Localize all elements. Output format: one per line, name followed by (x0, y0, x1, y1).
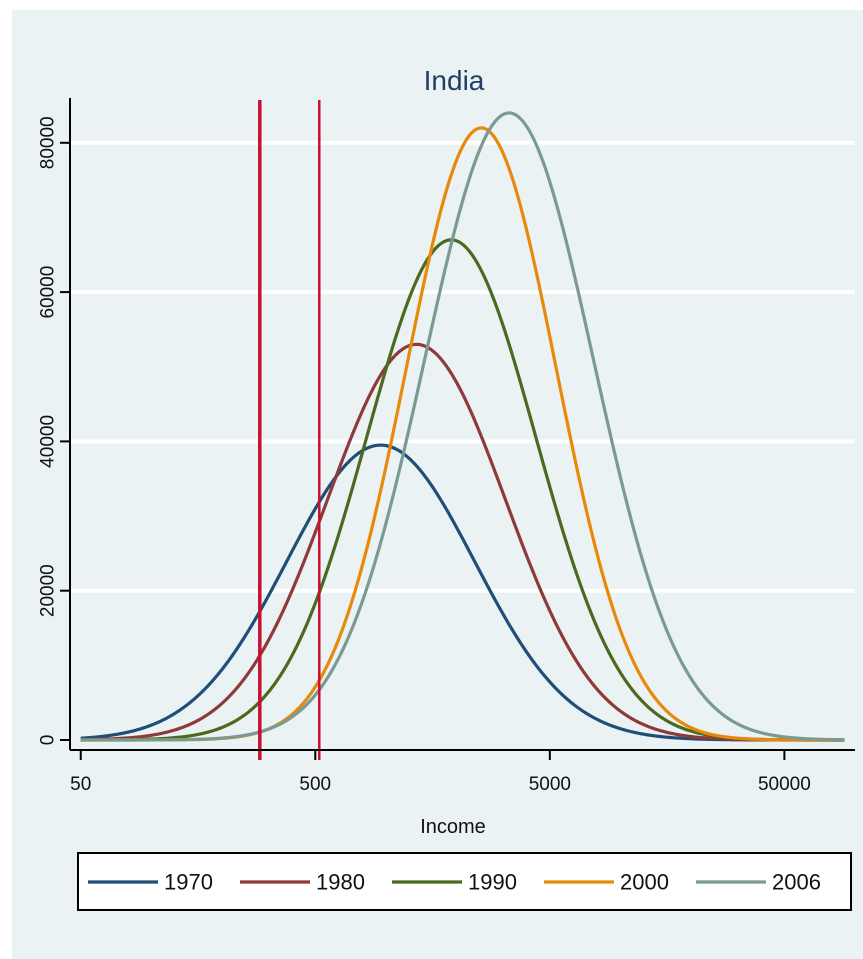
legend: 1970 1980 1990 2000 2006 (77, 852, 852, 911)
axes: 0 20000 40000 60000 80000 50 500 5000 50000 (38, 98, 855, 795)
x-tick-label: 500 (299, 774, 331, 795)
series-line-2006 (80, 111, 845, 742)
series-line-1980 (80, 342, 845, 742)
series-line-2000 (80, 126, 845, 742)
legend-label-1990: 1990 (468, 870, 517, 895)
series-line-1990 (80, 238, 845, 742)
series-lines (80, 111, 845, 742)
legend-label-1980: 1980 (316, 870, 365, 895)
legend-label-2000: 2000 (620, 870, 669, 895)
x-tick-label: 5000 (529, 774, 571, 795)
income-distribution-chart: 0 20000 40000 60000 80000 50 500 5000 50000 Indi… (38, 65, 855, 911)
reference-lines (258, 100, 321, 760)
x-axis-title: Income (420, 816, 486, 838)
x-tick-label: 50000 (758, 774, 811, 795)
chart-panel: 0 20000 40000 60000 80000 50 500 5000 50000 Indi… (12, 10, 863, 959)
legend-label-2006: 2006 (772, 870, 821, 895)
x-tick-label: 50 (70, 774, 91, 795)
grid-lines (70, 140, 855, 593)
legend-items: 1970 1980 1990 2000 2006 (88, 870, 821, 895)
y-tick-label: 0 (38, 735, 59, 746)
y-tick-label: 20000 (38, 564, 59, 617)
y-tick-label: 60000 (38, 266, 59, 319)
y-tick-label: 40000 (38, 415, 59, 468)
y-tick-label: 80000 (38, 116, 59, 169)
legend-label-1970: 1970 (164, 870, 213, 895)
chart-title: India (424, 65, 485, 96)
